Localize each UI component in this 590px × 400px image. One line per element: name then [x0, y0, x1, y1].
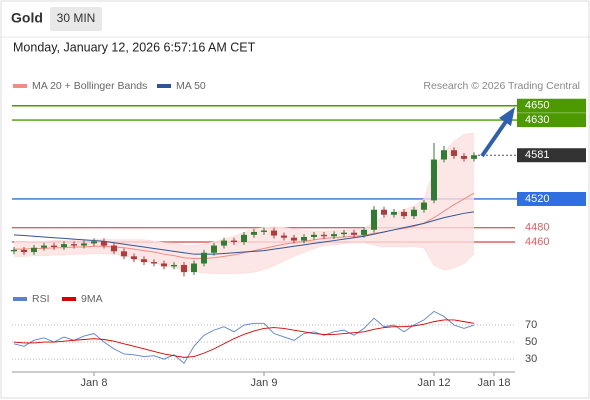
candle-body	[191, 263, 197, 273]
x-tick-label: Jan 8	[81, 377, 108, 389]
level-label: 4630	[525, 114, 549, 126]
candle-body	[361, 229, 367, 235]
candle-body	[391, 211, 397, 215]
level-label: 4650	[525, 100, 549, 112]
candle-body	[271, 230, 277, 236]
candle-body	[101, 241, 107, 246]
candle-body	[111, 245, 117, 252]
candle-body	[461, 155, 467, 159]
candle-body	[351, 232, 357, 235]
candle-body	[91, 241, 97, 244]
candle-body	[441, 150, 447, 160]
rsi-line	[13, 310, 475, 365]
symbol: Gold	[11, 10, 43, 26]
x-tick-label: Jan 18	[477, 377, 510, 389]
x-tick-label: Jan 12	[417, 377, 450, 389]
legend-swatch	[62, 297, 76, 301]
candle-body	[151, 262, 157, 264]
band-fill	[14, 133, 474, 274]
legend-swatch	[157, 84, 171, 88]
legend-label: RSI	[32, 293, 50, 305]
y-tick-label: 30	[525, 353, 537, 365]
level-box	[517, 148, 586, 163]
legend-label: 9MA	[81, 293, 103, 305]
candle-body	[21, 249, 27, 253]
candle-body	[41, 245, 47, 248]
interval[interactable]: 30 MIN	[57, 11, 96, 25]
candle-body	[231, 240, 237, 242]
candle-body	[291, 237, 297, 241]
candle-body	[411, 209, 417, 217]
candle-body	[71, 244, 77, 246]
y-tick-label: 50	[525, 336, 537, 348]
interval-button[interactable]	[50, 7, 102, 31]
candle-body	[331, 234, 337, 237]
datetime: Monday, January 12, 2026 6:57:16 AM CET	[13, 40, 256, 54]
legend-label: MA 20 + Bollinger Bands	[32, 80, 147, 92]
candle-body	[161, 263, 167, 267]
level-label: 4460	[525, 236, 549, 248]
y-tick-label: 70	[525, 319, 537, 331]
candle-body	[11, 249, 17, 252]
candle-body	[121, 251, 127, 257]
arrow-head	[499, 107, 515, 126]
candle-body	[141, 259, 147, 263]
level-label: 4480	[525, 222, 549, 234]
legend-swatch	[13, 297, 27, 301]
candle-body	[281, 235, 287, 238]
candle-body	[451, 150, 457, 156]
band-lower	[14, 242, 475, 275]
ma-line	[13, 211, 475, 255]
level-box	[517, 191, 586, 206]
source: Research © 2026 Trading Central	[423, 80, 580, 92]
x-tick-label: Jan 9	[251, 377, 278, 389]
candle-body	[81, 243, 87, 246]
candle-body	[381, 209, 387, 215]
level-box	[517, 98, 586, 113]
candle-body	[211, 245, 217, 253]
legend-label: MA 50	[176, 80, 206, 92]
candle-body	[171, 264, 177, 267]
candle-body	[421, 202, 427, 210]
candle-body	[31, 247, 37, 253]
level-box	[517, 113, 586, 128]
candle-body	[251, 231, 257, 235]
plot: 4650 4630 4581 4520 4480 4460 Jan 8 Jan 9 Jan 12…	[11, 80, 586, 389]
rsi-line	[13, 319, 475, 358]
candle-body	[341, 232, 347, 235]
candle-body	[371, 209, 377, 230]
candle-body	[311, 234, 317, 237]
forecast-arrow	[480, 118, 509, 158]
candle-body	[431, 159, 437, 201]
candle-body	[261, 230, 267, 232]
candle-body	[301, 236, 307, 241]
candle-body	[321, 234, 327, 237]
candle-body	[61, 244, 67, 248]
candle-body	[221, 240, 227, 246]
candle-body	[201, 252, 207, 264]
candle-body	[51, 245, 57, 248]
candle-body	[401, 211, 407, 217]
level-label: 4581	[525, 149, 549, 161]
candle-body	[471, 155, 477, 159]
level-label: 4520	[525, 193, 549, 205]
candle-body	[181, 264, 187, 273]
candle-body	[241, 234, 247, 242]
candle-body	[131, 256, 137, 260]
legend-swatch	[13, 84, 27, 88]
